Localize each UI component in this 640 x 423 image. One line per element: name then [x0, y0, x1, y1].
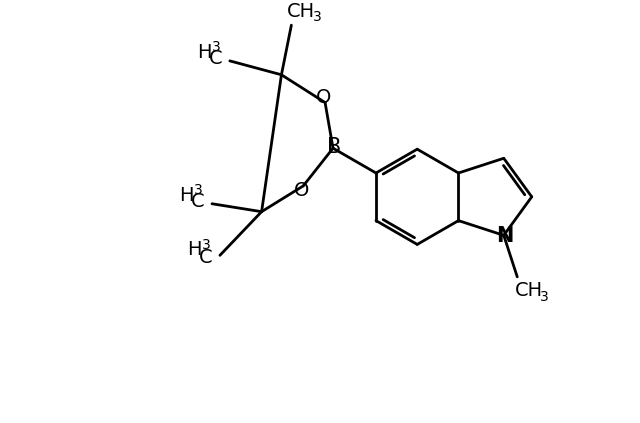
Text: 3: 3 [540, 290, 548, 304]
Text: B: B [327, 137, 341, 157]
Text: C: C [209, 49, 223, 69]
Text: CH: CH [515, 281, 543, 300]
Text: H: H [187, 240, 202, 259]
Text: O: O [294, 181, 309, 201]
Text: H: H [197, 44, 211, 63]
Text: H: H [179, 186, 193, 205]
Text: 3: 3 [313, 10, 321, 24]
Text: 3: 3 [202, 239, 211, 253]
Text: O: O [316, 88, 331, 107]
Text: 3: 3 [212, 40, 220, 54]
Text: C: C [191, 192, 205, 211]
Text: N: N [496, 226, 513, 246]
Text: 3: 3 [194, 183, 202, 197]
Text: CH: CH [287, 2, 316, 21]
Text: C: C [199, 248, 213, 267]
